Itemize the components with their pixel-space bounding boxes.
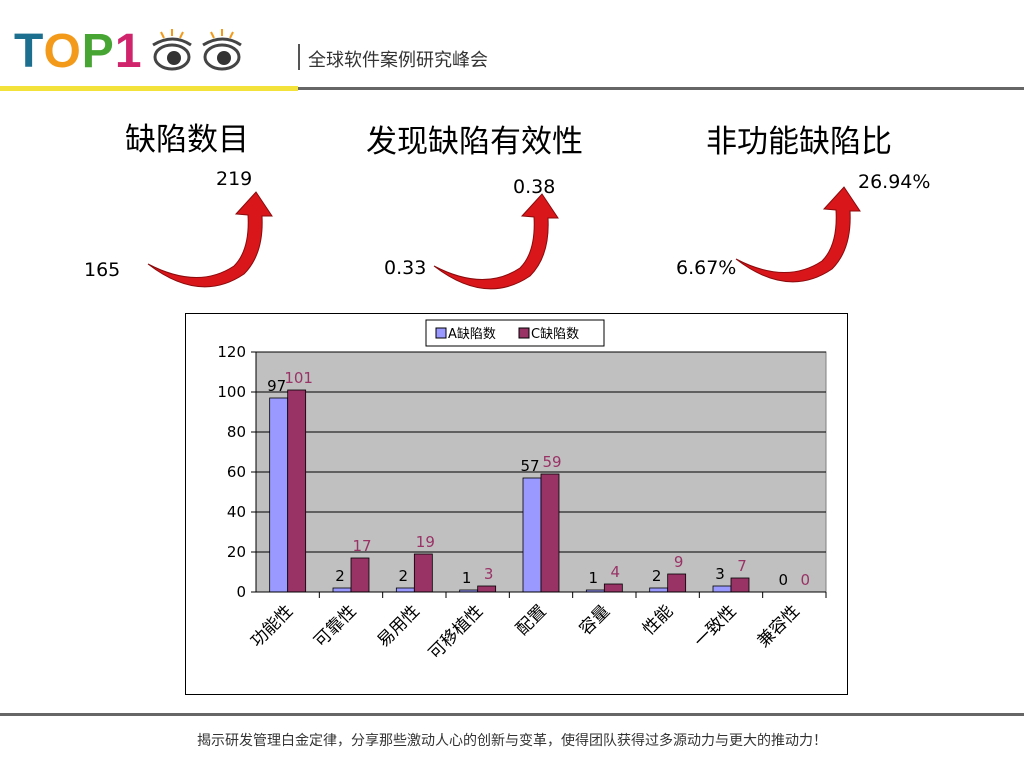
y-tick-label: 40 [227,503,246,521]
header-separator [298,44,300,70]
bar [287,389,307,593]
metric-title-nonfunctional-ratio: 非功能缺陷比 [706,124,892,160]
header-rule-gray [298,87,1024,90]
x-tick-label: 功能性 [247,601,297,651]
legend-swatch-a [435,327,447,339]
legend-label-c: C缺陷数 [531,327,579,342]
bar [603,583,623,593]
legend-label-a: A缺陷数 [448,327,496,342]
bar [350,557,370,593]
data-label: 17 [352,537,371,555]
top1-logo: TOP1 [14,22,247,82]
y-tick-label: 60 [227,463,246,481]
y-tick-label: 0 [236,583,246,601]
curved-arrow-icon [147,191,273,288]
metric-from-defect-count: 165 [84,259,121,281]
x-tick-label: 易用性 [374,601,424,651]
y-tick-label: 20 [227,543,246,561]
metric-from-nonfunctional-ratio: 6.67% [676,257,737,279]
metric-title-defect-count: 缺陷数目 [125,122,249,158]
data-label: 4 [611,563,621,581]
bar [667,573,687,593]
data-label: 3 [484,565,494,583]
metric-title-effectiveness: 发现缺陷有效性 [366,124,583,160]
x-tick-label: 容量 [576,601,614,639]
data-label: 59 [542,453,561,471]
metric-to-nonfunctional-ratio: 26.94% [858,171,931,193]
data-label: 19 [416,533,435,551]
data-label: 1 [589,569,599,587]
data-label: 7 [737,557,747,575]
bar [540,473,560,593]
x-tick-label: 配置 [512,601,550,639]
y-tick-label: 120 [217,343,246,361]
legend-swatch-c [518,327,530,339]
data-label: 2 [399,567,409,585]
logo-wordmark: TOP1 [14,25,143,78]
data-label: 0 [801,571,811,589]
metric-to-effectiveness: 0.38 [513,176,556,198]
header-subtitle: 全球软件案例研究峰会 [308,50,488,71]
header-rule-yellow [0,86,298,91]
bar [477,585,497,593]
bar [395,587,415,593]
chart-legend: A缺陷数 C缺陷数 [425,319,605,347]
curved-arrow-icon [433,193,559,290]
data-label: 9 [674,553,684,571]
metric-to-defect-count: 219 [216,168,253,190]
data-label: 3 [715,565,725,583]
x-tick-label: 一致性 [690,601,740,651]
x-tick-label: 可移植性 [425,601,487,663]
footer-tagline: 揭示研发管理白金定律，分享那些激动人心的创新与变革，使得团队获得过多源动力与更大… [197,733,827,749]
data-label: 0 [779,571,789,589]
bar [712,585,732,593]
y-tick-label: 80 [227,423,246,441]
data-label: 101 [284,369,313,387]
data-label: 2 [335,567,345,585]
bar [332,587,352,593]
bar [730,577,750,593]
bar [413,553,433,593]
y-tick-label: 100 [217,383,246,401]
x-tick-label: 兼容性 [754,601,804,651]
metric-from-effectiveness: 0.33 [384,257,427,279]
defect-chart: 97 101 2 17 2 19 1 3 57 59 1 4 2 9 3 7 0 0 0 20 40 60 80 100 12… [185,313,848,695]
bar [269,397,289,593]
curved-arrow-icon [735,186,861,283]
data-label: 2 [652,567,662,585]
x-tick-label: 性能 [639,601,677,639]
bar [649,587,669,593]
footer-rule [0,713,1024,716]
x-tick-label: 可靠性 [310,601,360,651]
data-label: 57 [520,457,539,475]
data-label: 1 [462,569,472,587]
data-label: 97 [267,377,286,395]
eyes-logo-icon [151,29,242,71]
bar [522,477,542,593]
